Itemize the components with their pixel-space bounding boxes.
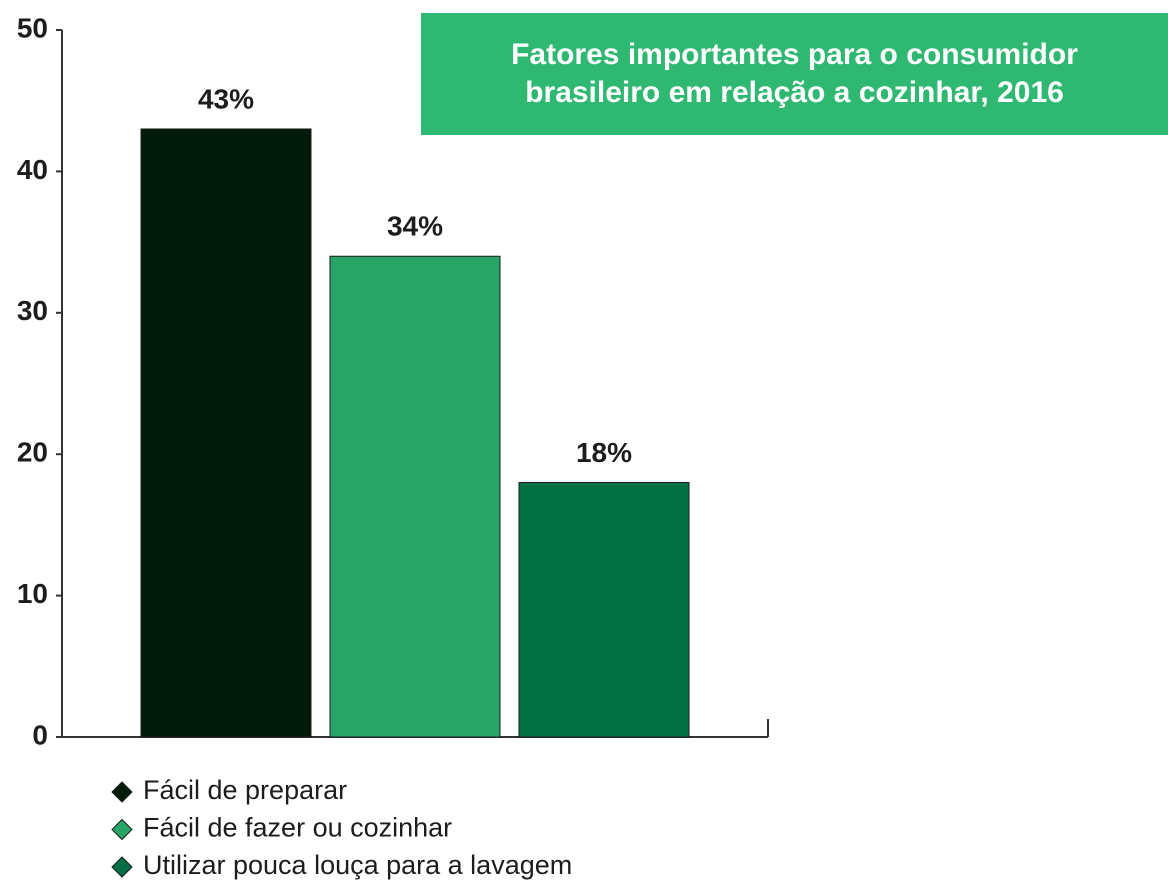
bar [140,128,312,738]
data-label: 34% [387,211,443,242]
bar [329,255,501,738]
y-tick-label: 50 [17,12,48,43]
y-tick-label: 0 [32,719,48,750]
data-label: 43% [198,83,254,114]
data-label: 18% [576,437,632,468]
legend-marker [111,856,133,878]
bar [518,481,690,738]
y-tick-label: 40 [17,154,48,185]
legend-marker [111,818,133,841]
y-tick-label: 10 [17,578,48,609]
y-tick-label: 30 [17,295,48,326]
legend-label: Fácil de preparar [143,775,347,805]
legend-label: Fácil de fazer ou cozinhar [143,813,452,843]
y-tick-label: 20 [17,437,48,468]
chart-title: Fatores importantes para o consumidor br… [421,13,1168,135]
legend-marker [111,781,133,803]
legend-label: Utilizar pouca louça para a lavagem [143,850,572,880]
